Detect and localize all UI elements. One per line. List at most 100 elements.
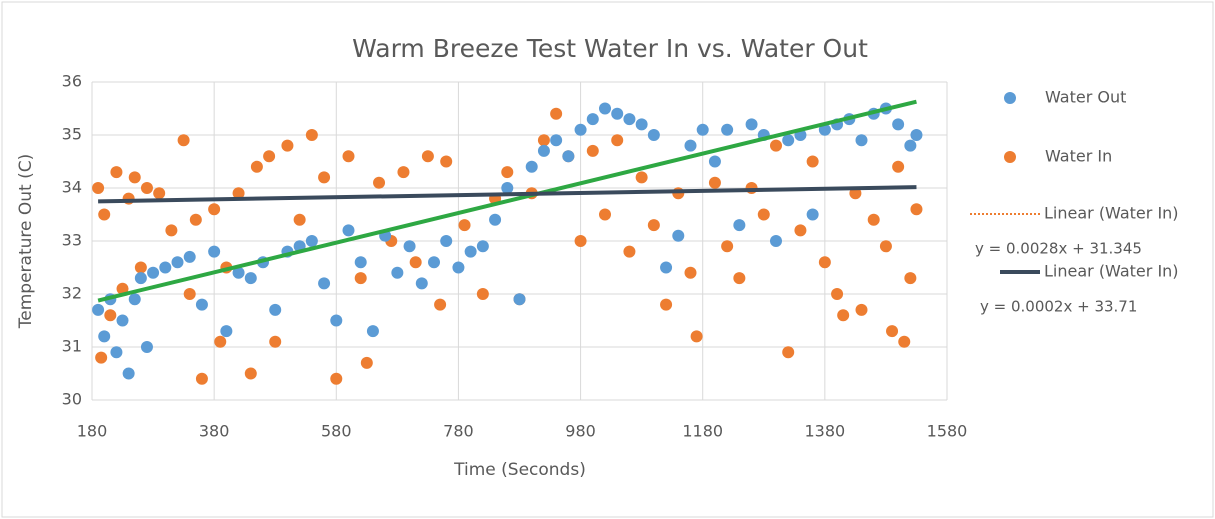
x-tick-label: 780	[443, 422, 474, 441]
point	[140, 182, 153, 194]
point	[684, 139, 697, 152]
point	[647, 129, 660, 141]
trend-equation: y = 0.0002x + 33.71	[980, 298, 1137, 316]
point	[452, 261, 465, 274]
point	[159, 261, 172, 274]
point	[721, 240, 734, 253]
point	[635, 118, 648, 131]
point	[305, 235, 318, 247]
point	[855, 303, 868, 316]
point	[208, 203, 221, 216]
point	[892, 160, 905, 173]
point	[806, 208, 819, 221]
point	[855, 134, 868, 147]
point	[244, 367, 257, 380]
point	[342, 224, 355, 237]
point	[214, 335, 227, 348]
point	[98, 330, 111, 343]
point	[708, 176, 721, 189]
x-tick-label: 180	[77, 422, 108, 441]
y-tick-label: 36	[62, 72, 82, 91]
point	[904, 272, 917, 285]
point	[189, 213, 202, 226]
point	[501, 166, 514, 179]
point	[281, 139, 294, 152]
point	[904, 139, 917, 152]
point	[440, 235, 453, 247]
point	[183, 250, 196, 263]
point	[373, 176, 386, 189]
point	[110, 346, 123, 359]
point	[611, 134, 624, 147]
point	[354, 256, 367, 269]
point	[837, 309, 850, 322]
legend-marker	[1004, 92, 1016, 104]
point	[849, 187, 862, 200]
point	[318, 171, 331, 184]
x-tick-label: 380	[199, 422, 230, 441]
point	[574, 123, 587, 136]
point	[599, 208, 611, 221]
point	[116, 282, 129, 295]
point	[476, 288, 489, 300]
point	[879, 240, 892, 253]
point	[98, 208, 111, 221]
y-tick-label: 30	[62, 390, 82, 409]
point	[360, 356, 373, 369]
point	[128, 171, 141, 184]
point	[122, 367, 135, 380]
point	[806, 155, 819, 168]
point	[104, 309, 117, 322]
point	[330, 314, 343, 327]
x-tick-label: 580	[321, 422, 352, 441]
point	[733, 272, 746, 285]
point	[232, 266, 245, 279]
trendline	[98, 185, 917, 204]
point	[476, 240, 489, 253]
point	[293, 213, 306, 226]
x-tick-label: 1180	[682, 422, 723, 441]
point	[892, 118, 905, 131]
point	[513, 293, 526, 306]
point	[690, 330, 703, 343]
point	[195, 298, 208, 311]
point	[635, 171, 648, 184]
x-axis-label: Time (Seconds)	[453, 460, 586, 480]
point	[244, 272, 257, 285]
chart-title: Warm Breeze Test Water In vs. Water Out	[352, 34, 868, 63]
x-tick-label: 980	[565, 422, 596, 441]
legend-marker	[1004, 151, 1016, 163]
point	[782, 134, 795, 147]
y-tick-label: 31	[62, 337, 82, 356]
point	[92, 182, 105, 194]
point	[220, 325, 233, 338]
point	[165, 224, 178, 237]
point	[537, 134, 550, 147]
point	[770, 139, 782, 152]
point	[672, 229, 685, 242]
point	[525, 160, 538, 173]
point	[831, 288, 844, 300]
point	[562, 150, 575, 163]
point	[366, 325, 379, 338]
legend-label: Linear (Water In)	[1044, 262, 1179, 281]
point	[708, 155, 721, 168]
point	[721, 123, 734, 136]
point	[599, 102, 611, 115]
legend-label: Water Out	[1045, 88, 1126, 107]
y-tick-label: 32	[62, 284, 82, 303]
y-tick-label: 33	[62, 231, 82, 250]
point	[537, 144, 550, 157]
point	[403, 240, 416, 253]
point	[128, 293, 141, 306]
point	[489, 213, 502, 226]
point	[550, 107, 563, 120]
point	[550, 134, 563, 147]
point	[342, 150, 355, 163]
point	[733, 219, 746, 232]
point	[434, 298, 447, 311]
point	[501, 182, 514, 194]
point	[586, 144, 599, 157]
point	[428, 256, 440, 269]
